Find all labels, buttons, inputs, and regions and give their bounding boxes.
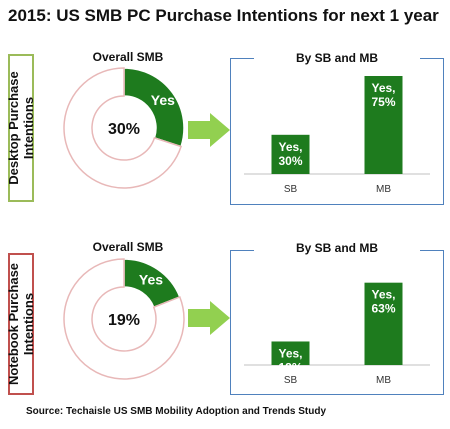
desktop-bar-mb <box>364 76 403 174</box>
notebook-data-label-sb: Yes, 18% <box>278 346 302 374</box>
notebook-donut-slice-other <box>63 258 185 380</box>
notebook-donut-center-value: 19% <box>108 312 140 329</box>
desktop-section-label: Desktop Purchase Intentions <box>6 54 36 202</box>
desktop-tick-sb: SB <box>284 184 298 195</box>
notebook-panel-title: By SB and MB <box>254 241 420 255</box>
desktop-donut-title: Overall SMB <box>92 50 164 64</box>
notebook-donut-slice-label: Yes <box>139 271 163 287</box>
notebook-donut-title: Overall SMB <box>92 240 164 254</box>
notebook-bar-chart: Yes, 18%SB Yes, 63% MB <box>244 282 430 386</box>
notebook-tick-sb: SB <box>284 375 298 386</box>
desktop-arrow-icon <box>188 113 230 147</box>
desktop-data-label-sb: Yes, 30% <box>278 140 302 168</box>
notebook-data-label-mb: Yes, 63% <box>371 288 395 316</box>
desktop-donut-slice-label: Yes <box>151 92 175 108</box>
desktop-donut-chart: Yes 30% <box>63 67 185 189</box>
source-note: Source: Techaisle US SMB Mobility Adopti… <box>26 406 327 417</box>
desktop-tick-mb: MB <box>376 184 391 195</box>
notebook-section-label-text: Notebook Purchase Intentions <box>6 262 36 386</box>
desktop-donut-slice-yes <box>123 67 185 148</box>
desktop-section-label-text: Desktop Purchase Intentions <box>6 71 36 185</box>
notebook-bar-sb <box>271 341 310 365</box>
notebook-tick-mb: MB <box>376 375 391 386</box>
notebook-section-label: Notebook Purchase Intentions <box>6 253 36 395</box>
desktop-bar-sb <box>271 134 310 174</box>
desktop-bar-chart: Yes, 30% SB Yes, 75% MB <box>244 76 430 195</box>
desktop-donut-slice-other <box>63 67 183 189</box>
notebook-panel <box>230 250 444 395</box>
notebook-bar-mb <box>364 282 403 365</box>
desktop-panel <box>230 58 444 205</box>
desktop-donut-center-value: 30% <box>108 121 140 138</box>
notebook-donut-chart: Yes 19% <box>63 258 185 380</box>
desktop-data-label-mb: Yes, 75% <box>371 81 395 109</box>
notebook-arrow-icon <box>188 301 230 335</box>
desktop-panel-title: By SB and MB <box>254 51 420 65</box>
page-title: 2015: US SMB PC Purchase Intentions for … <box>8 6 439 25</box>
